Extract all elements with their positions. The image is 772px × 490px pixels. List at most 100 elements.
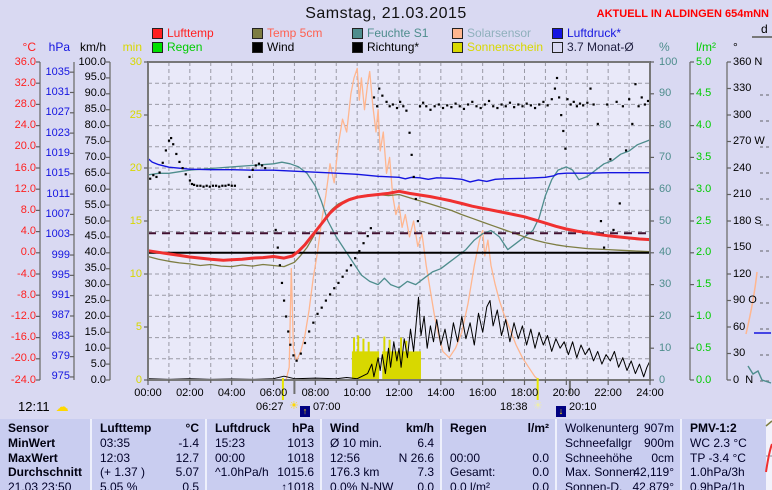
series-richtung-dot [248,175,251,179]
station-alert: AKTUELL IN ALDINGEN 654mNN [596,8,769,20]
series-richtung-dot [312,321,315,324]
series-richtung-dot [280,281,284,285]
legend-item-solarsensor[interactable]: Solarsensor [452,26,552,40]
series-richtung-dot [483,103,486,106]
table-cell: Max. Sonnen [565,465,636,479]
table-cell: Lufttemp [100,421,152,435]
series-richtung-dot [316,312,319,315]
series-richtung-dot [566,98,569,101]
series-richtung-dot [167,139,171,142]
series-richtung-dot [558,96,561,99]
series-richtung-dot [152,174,155,177]
legend-swatch-icon [452,27,463,39]
legend-item-3-7-monat-[interactable]: 3.7 Monat-Ø [552,40,652,54]
legend-label: Luftdruck* [567,26,622,40]
min-tick-label: 5 [135,320,142,333]
series-richtung-dot [621,105,625,108]
legend-item-luftdruck-[interactable]: Luftdruck* [552,26,652,40]
series-richtung-dot [289,343,292,346]
table-cell: MaxWert [8,450,58,465]
time-label: 22:00 [594,387,622,399]
sun-icon: ☀ [289,400,299,412]
min-tick-label: 10 [129,267,142,280]
table-cell: 7.3 [417,465,434,479]
table-cell: 00:00 [215,450,246,465]
table-cell: Ø 10 min. [330,436,383,450]
series-richtung-dot [422,101,425,104]
table-cell: TP -3.4 °C [690,450,746,465]
table-cell: 900m [643,436,674,450]
table-cell: Sensor [8,421,49,435]
series-richtung-dot [299,352,302,355]
series-richtung-dot [388,105,391,108]
series-richtung-dot [562,129,565,133]
series-richtung-dot [596,122,599,126]
series-richtung-dot [479,106,482,110]
series-lufttemp [147,189,651,262]
legend-item-sonnenschein[interactable]: Sonnenschein [452,40,552,54]
legend-item-regen[interactable]: Regen [152,40,252,54]
series-richtung-dot [260,164,264,167]
series-richtung-dot [599,220,603,223]
l/m²-tick-label: 3.0 [696,182,712,195]
table-cell: 1.0hPa/3h [690,465,745,479]
series-richtung-dot [211,184,215,187]
series-richtung-dot [643,103,646,106]
series-richtung-dot [188,179,192,182]
hPa-tick-label: 1007 [45,207,70,220]
km/h-tick-label: 20.0 [84,309,106,322]
series-richtung-dot [264,167,267,170]
l/m²-tick-label: 4.5 [696,87,712,100]
legend-label: Feuchte S1 [367,26,429,40]
sunshine-block [351,351,380,380]
km/h-tick-label: 0.0 [90,373,106,386]
table-cell: hPa [291,421,314,435]
legend-item-wind[interactable]: Wind [252,40,352,54]
table-cell: Luftdruck [215,421,271,435]
table-cell: WC 2.3 °C [690,436,747,450]
l/m²-tick-label: 1.5 [696,278,712,291]
time-label: 16:00 [468,387,497,399]
table-cell: 0.0 [417,479,434,490]
series-richtung-dot [196,184,199,187]
next-day-column-label: d [761,22,768,36]
table-cell: l/m² [527,421,549,435]
legend-swatch-icon [352,41,363,53]
table-cell: MinWert [8,436,56,450]
°C-tick-label: -24.0 [10,373,36,386]
series-richtung-dot [230,184,233,187]
series-richtung-dot [385,100,388,103]
series-richtung-dot [362,242,365,245]
hPa-tick-label: 999 [51,248,70,261]
legend-item-temp-5cm[interactable]: Temp 5cm [252,26,352,40]
series-richtung-dot [450,106,453,109]
°C-tick-label: 32.0 [14,76,36,89]
axis-unit-l/m²: l/m² [696,40,716,54]
hPa-tick-label: 987 [51,309,70,322]
°C-tick-label: 4.0 [20,225,36,238]
series-richtung-dot [337,281,340,285]
legend-item-feuchte-s1[interactable]: Feuchte S1 [352,26,452,40]
°-tick-label: 300 [733,108,752,121]
legend-item-lufttemp[interactable]: Lufttemp [152,26,252,40]
axis-unit-°: ° [733,40,738,54]
series-richtung-dot [254,164,257,167]
series-richtung-dot [378,87,381,90]
°-tick-label: 210 [733,188,752,200]
%-tick-label: 90 [659,87,672,100]
legend-label: Temp 5cm [267,26,323,40]
legend-label: 3.7 Monat-Ø [567,40,634,54]
table-cell: Gesamt: [450,465,496,479]
km/h-tick-label: 55.0 [84,198,106,211]
table-cell: 21.03 23:50 [8,479,72,490]
series-richtung-dot [205,184,208,187]
table-cell: 12:03 [100,450,131,465]
°C-tick-label: 20.0 [14,140,36,153]
legend-item-richtung-[interactable]: Richtung* [352,40,452,54]
moonset-icon: ↑ [300,401,310,419]
time-label: 04:00 [217,387,246,399]
hPa-tick-label: 1027 [45,106,70,119]
legend-swatch-icon [152,41,163,53]
series-richtung-dot [582,104,585,107]
